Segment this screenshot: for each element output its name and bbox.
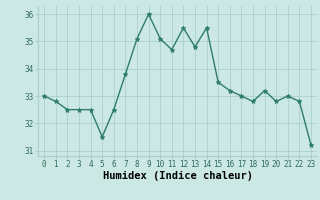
X-axis label: Humidex (Indice chaleur): Humidex (Indice chaleur)	[103, 171, 252, 181]
